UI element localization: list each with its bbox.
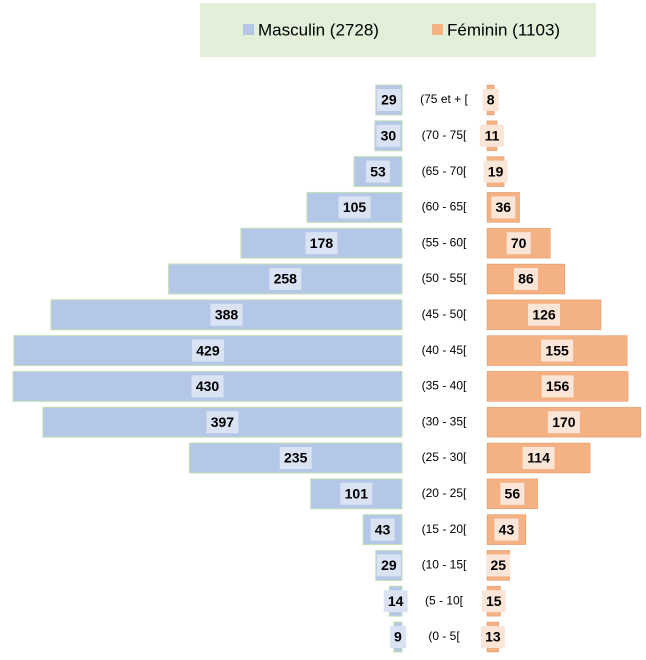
value-label-bg [479, 124, 504, 147]
value-label: 53 [370, 163, 386, 179]
value-label: 105 [343, 199, 367, 215]
value-label: 178 [310, 235, 334, 251]
category-label: (0 - 5[ [428, 629, 460, 643]
value-label: 29 [381, 557, 397, 573]
value-label: 11 [485, 128, 500, 144]
value-label-bg [389, 626, 406, 648]
value-label: 429 [196, 342, 220, 358]
value-label-bg [494, 518, 519, 541]
value-label: 235 [284, 450, 308, 466]
value-label: 30 [381, 128, 397, 144]
value-label-bg [547, 411, 580, 434]
category-label: (40 - 45[ [422, 343, 467, 357]
category-label: (35 - 40[ [422, 379, 467, 393]
value-label: 36 [495, 199, 511, 215]
value-label-bg [480, 626, 505, 648]
category-label: (10 - 15[ [422, 558, 467, 572]
category-label: (30 - 35[ [422, 414, 467, 428]
value-label: 101 [345, 486, 369, 502]
value-label-bg [376, 554, 401, 577]
value-label-bg [541, 375, 574, 398]
category-label: (55 - 60[ [422, 235, 467, 249]
category-label: (75 et + [ [420, 92, 468, 106]
value-label-bg [338, 196, 371, 219]
value-label: 8 [487, 92, 495, 108]
value-label-bg [340, 482, 373, 505]
value-label: 388 [215, 307, 239, 323]
value-label-bg [383, 590, 408, 613]
value-label: 155 [545, 342, 569, 358]
value-label: 258 [274, 271, 298, 287]
value-label: 126 [532, 307, 556, 323]
category-label: (45 - 50[ [422, 307, 467, 321]
value-label-bg [279, 447, 312, 469]
value-label-bg [541, 339, 574, 362]
value-label: 9 [394, 629, 402, 645]
category-label: (15 - 20[ [422, 522, 467, 536]
value-label-bg [370, 518, 395, 541]
value-label-bg [482, 89, 499, 111]
value-label-bg [376, 89, 401, 111]
category-label: (60 - 65[ [422, 200, 467, 214]
value-label-bg [366, 160, 391, 183]
value-label: 70 [511, 235, 527, 251]
value-label: 114 [527, 450, 550, 466]
category-label: (20 - 25[ [422, 486, 467, 500]
value-label-bg [491, 196, 516, 219]
value-label: 13 [485, 629, 501, 645]
value-label: 43 [499, 521, 515, 537]
value-label-bg [522, 447, 555, 469]
value-label: 25 [491, 557, 507, 573]
value-label-bg [206, 411, 239, 434]
value-label: 156 [546, 378, 570, 394]
value-label-bg [376, 124, 401, 147]
value-label-bg [483, 160, 508, 183]
value-label-bg [191, 339, 224, 362]
legend-box [200, 3, 596, 57]
value-label: 15 [486, 593, 502, 609]
value-label: 430 [196, 378, 220, 394]
value-label: 56 [505, 486, 521, 502]
category-label: (70 - 75[ [422, 128, 467, 142]
value-label: 14 [388, 593, 404, 609]
category-label: (65 - 70[ [422, 164, 467, 178]
value-label: 86 [518, 271, 534, 287]
value-label-bg [500, 482, 525, 505]
value-label-bg [269, 268, 302, 290]
value-label-bg [506, 232, 531, 255]
value-label-bg [210, 303, 243, 326]
value-label: 19 [488, 163, 504, 179]
value-label: 43 [375, 521, 391, 537]
category-label: (25 - 30[ [422, 450, 467, 464]
legend-label: Masculin (2728) [258, 20, 379, 39]
value-label: 29 [381, 92, 397, 108]
value-label-bg [527, 303, 560, 326]
value-label: 170 [552, 414, 576, 430]
category-label: (5 - 10[ [425, 593, 464, 607]
category-label: (50 - 55[ [422, 271, 467, 285]
value-label-bg [486, 554, 511, 577]
value-label-bg [191, 375, 224, 398]
legend-swatch [432, 24, 443, 35]
value-label-bg [305, 232, 338, 255]
value-label-bg [481, 590, 506, 613]
legend-swatch [243, 24, 254, 35]
legend-label: Féminin (1103) [447, 20, 560, 39]
value-label-bg [513, 268, 538, 290]
value-label: 397 [211, 414, 235, 430]
